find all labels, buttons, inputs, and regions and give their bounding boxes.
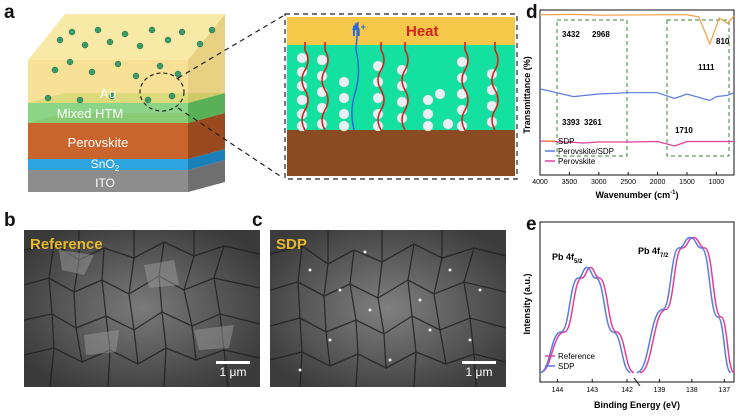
xps-series-0-seg-1	[639, 236, 735, 374]
panel-label-d: d	[526, 2, 538, 23]
ftir-ann-2968: 2968	[592, 30, 610, 39]
ftir-ylabel: Transmittance (%)	[522, 56, 532, 134]
scale-bar-b: 1 μm	[216, 361, 250, 379]
zoom-line-top	[177, 15, 284, 79]
scale-bar-c: 1 μm	[462, 361, 496, 379]
xps-legend-reference: Reference	[558, 352, 595, 361]
ftir-ann-3432: 3432	[562, 30, 580, 39]
ftir-box-oh	[556, 19, 628, 157]
layer-label-ito: ITO	[95, 176, 115, 190]
sem-tag-reference: Reference	[30, 236, 103, 253]
xps-axis-break	[633, 377, 641, 387]
xps-chart: Intensity (a.u.) 144 143 142 139 138 137 Bind…	[522, 221, 735, 410]
sem-image-reference: Reference 1 μm	[24, 230, 260, 387]
ftir-xtick-label: 4000	[532, 179, 548, 186]
ftir-ann-3261: 3261	[584, 118, 602, 127]
xps-ylabel: Intensity (a.u.)	[522, 273, 532, 334]
device-schematic: Au Mixed HTM Perovskite SnO2 ITO	[28, 13, 518, 192]
xps-xtick-label: 143	[586, 387, 598, 394]
ftir-xtick-label: 1000	[709, 179, 725, 186]
ftir-legend-sdp: SDP	[558, 137, 574, 146]
ftir-plot-frame	[539, 9, 735, 176]
zoom-circle	[139, 72, 185, 112]
sem-tag-sdp: SDP	[276, 236, 307, 253]
ftir-series-2	[539, 140, 734, 147]
sem-image-sdp: SDP 1 μm	[270, 230, 506, 387]
xps-xtick-label: 138	[686, 387, 698, 394]
panel-label-e: e	[526, 214, 537, 235]
ftir-ann-1111: 1111	[698, 63, 715, 72]
zoom-box	[284, 13, 518, 180]
ftir-xtick-label: 3500	[562, 179, 578, 186]
hole-label: h+	[352, 22, 366, 39]
ftir-ann-810: 810	[716, 37, 730, 46]
xps-peak-5-2: Pb 4f5/2	[552, 252, 583, 265]
xps-legend-sdp: SDP	[558, 362, 574, 371]
layer-label-au: Au	[100, 86, 116, 101]
xps-xtick-label: 144	[552, 387, 564, 394]
panel-label-a: a	[4, 2, 15, 23]
ftir-ann-3393: 3393	[562, 118, 580, 127]
xps-xtick-label: 139	[654, 387, 666, 394]
xps-series-1-seg-0	[539, 266, 631, 374]
ftir-legend-pvk: Perovskite	[558, 157, 596, 166]
layer-label-perovskite: Perovskite	[68, 135, 129, 150]
xps-xlabel: Binding Energy (eV)	[594, 400, 680, 410]
layer-au	[28, 14, 225, 103]
panel-label-c: c	[252, 210, 263, 231]
panel-label-b: b	[4, 210, 16, 231]
xps-series-1-seg-1	[636, 236, 732, 374]
sem-texture-sdp	[270, 230, 506, 387]
xps-peak-7-2: Pb 4f7/2	[638, 246, 669, 259]
ftir-xtick-label: 2000	[650, 179, 666, 186]
ftir-series-0	[539, 13, 735, 46]
ftir-xtick-label: 3000	[591, 179, 607, 186]
ftir-box-fingerprint	[666, 19, 730, 157]
ftir-legend: SDP Perovskite/SDP Perovskite	[545, 137, 614, 166]
xps-xtick-label: 137	[718, 387, 730, 394]
layer-label-htm: Mixed HTM	[57, 106, 123, 121]
xps-legend: Reference SDP	[545, 352, 595, 371]
ftir-xtick-label: 1500	[679, 179, 695, 186]
sem-texture	[24, 230, 260, 387]
zoom-line-bottom	[177, 107, 284, 179]
layer-label-sno2: SnO2	[91, 157, 120, 173]
sdp-molecules	[44, 26, 216, 104]
ftir-ann-1710: 1710	[675, 126, 693, 135]
ftir-xlabel: Wavenumber (cm-1)	[595, 190, 678, 200]
xps-xtick-label: 142	[621, 387, 633, 394]
heat-label: Heat	[406, 23, 439, 40]
ftir-xtick-label: 2500	[620, 179, 636, 186]
ftir-series-1	[539, 88, 735, 102]
xps-series-0-seg-0	[539, 266, 635, 374]
ftir-chart: Transmittance (%) 4000 3500 3000 2500 2000 15…	[522, 9, 735, 200]
ftir-legend-pvk-sdp: Perovskite/SDP	[558, 147, 614, 156]
